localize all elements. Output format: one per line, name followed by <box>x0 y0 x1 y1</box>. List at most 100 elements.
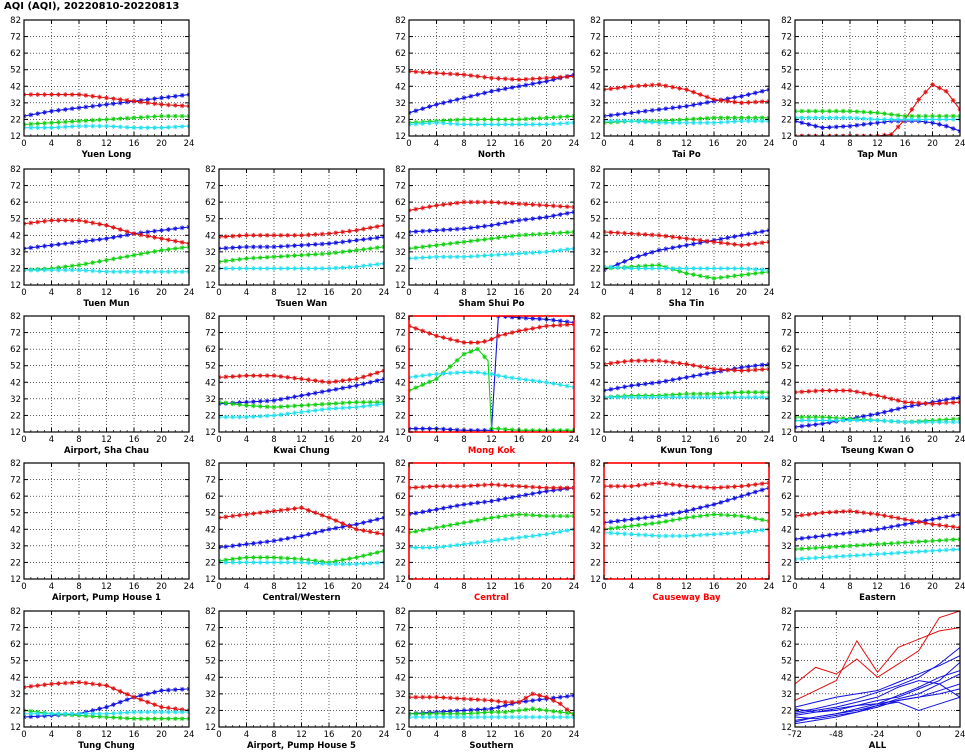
series-marker <box>670 394 676 400</box>
series-marker <box>718 275 724 280</box>
y-tick-label: 82 <box>10 312 21 322</box>
series-marker <box>90 708 96 713</box>
y-tick-label: 72 <box>781 476 792 486</box>
series-marker <box>440 120 446 126</box>
series-marker <box>138 709 144 715</box>
series-group <box>795 82 960 136</box>
x-tick-label: 16 <box>129 288 140 298</box>
series-marker <box>936 113 942 119</box>
series-marker <box>278 396 284 402</box>
series-marker <box>434 545 439 550</box>
series-marker <box>557 114 563 120</box>
series-marker <box>833 531 839 537</box>
series-marker <box>271 508 277 514</box>
series-marker <box>854 109 860 114</box>
series-marker <box>943 397 949 403</box>
x-tick-label: 0 <box>792 139 797 149</box>
series-marker <box>319 231 325 237</box>
series-marker <box>663 83 669 89</box>
x-tick-label: 4 <box>49 582 54 592</box>
series-marker <box>854 418 860 423</box>
series-marker <box>172 124 178 130</box>
y-tick-label: 32 <box>395 690 406 700</box>
y-tick-label: 12 <box>10 428 21 438</box>
series-marker <box>615 394 621 400</box>
series-marker <box>374 560 380 566</box>
series-marker <box>165 227 171 232</box>
series-marker <box>684 266 689 271</box>
series-marker <box>264 555 270 560</box>
y-tick-label: 52 <box>395 509 406 519</box>
y-tick-label: 32 <box>590 248 601 258</box>
series-marker <box>489 236 494 241</box>
series-marker <box>482 122 488 127</box>
series-marker <box>333 379 339 384</box>
series-marker <box>28 125 34 131</box>
series-marker <box>936 398 942 404</box>
series-marker <box>319 251 325 257</box>
series-marker <box>902 117 908 122</box>
series-marker <box>354 526 359 532</box>
x-tick-label: 8 <box>76 730 81 740</box>
x-tick-label: 12 <box>486 582 497 592</box>
series-marker <box>502 699 508 705</box>
series-marker <box>461 122 467 127</box>
series-marker <box>367 551 373 557</box>
series-marker <box>516 217 522 223</box>
series-marker <box>413 528 419 534</box>
series-marker <box>475 122 481 127</box>
series-marker <box>930 516 935 522</box>
series-marker <box>711 511 717 517</box>
series-marker <box>468 199 474 205</box>
series-marker <box>264 373 270 379</box>
series-marker <box>299 560 304 565</box>
series-marker <box>427 204 433 210</box>
series-marker <box>55 711 61 717</box>
x-tick-label: 0 <box>21 435 26 445</box>
series-marker <box>468 710 474 716</box>
series-marker <box>434 371 439 377</box>
series-marker <box>718 115 724 121</box>
series-marker <box>895 117 901 122</box>
series-marker <box>615 112 621 117</box>
series-marker <box>725 266 731 271</box>
x-tick-label: 12 <box>101 288 112 298</box>
panel-title: Sham Shui Po <box>459 299 525 309</box>
y-tick-label: 22 <box>10 264 21 274</box>
series-marker <box>523 707 529 712</box>
series-marker <box>347 523 353 529</box>
series-marker <box>950 113 956 119</box>
series-marker <box>420 106 426 112</box>
series-marker <box>502 122 508 127</box>
y-tick-label: 42 <box>590 525 601 535</box>
series-marker <box>516 483 522 489</box>
series-marker <box>875 541 880 547</box>
series-marker <box>820 418 825 423</box>
series-marker <box>752 528 758 534</box>
series-marker <box>495 709 501 715</box>
series-marker <box>172 113 178 119</box>
series-marker <box>468 696 474 702</box>
series-marker <box>271 560 277 565</box>
series-marker <box>299 556 304 562</box>
series-marker <box>223 544 229 550</box>
series-group <box>604 227 769 281</box>
series-marker <box>374 550 380 555</box>
series-marker <box>564 707 570 712</box>
series-marker <box>635 119 641 124</box>
series-marker <box>649 521 655 526</box>
series-marker <box>110 715 116 720</box>
series-marker <box>489 538 494 544</box>
series-marker <box>711 531 717 537</box>
series-marker <box>285 507 291 512</box>
series-group <box>24 217 189 275</box>
x-tick-label: 8 <box>656 582 661 592</box>
series-marker <box>257 255 263 261</box>
y-tick-label: 72 <box>395 624 406 634</box>
series-marker <box>745 394 751 400</box>
series-marker <box>326 241 332 246</box>
series-marker <box>704 120 710 126</box>
series-marker <box>888 550 894 556</box>
